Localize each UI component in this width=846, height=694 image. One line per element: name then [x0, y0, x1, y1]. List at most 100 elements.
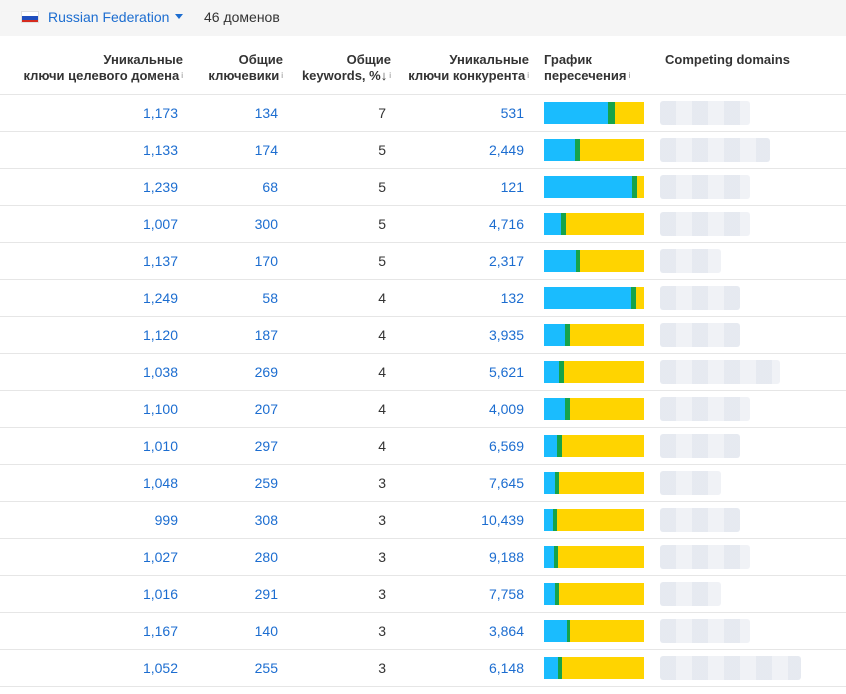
common-keywords-link[interactable]: 58 [262, 290, 278, 306]
competing-domain-blurred[interactable] [660, 138, 770, 162]
common-keywords-link[interactable]: 140 [254, 623, 278, 639]
competing-domain-blurred[interactable] [660, 101, 750, 125]
header-unique-competitor[interactable]: Уникальные ключи конкурента i [408, 52, 529, 84]
table-row[interactable]: 1,137 170 5 2,317 [0, 243, 846, 280]
competing-domain-blurred[interactable] [660, 545, 750, 569]
competing-domain-blurred[interactable] [660, 582, 721, 606]
unique-competitor-keywords-link[interactable]: 6,148 [488, 660, 524, 676]
table-row[interactable]: 1,038 269 4 5,621 [0, 354, 846, 391]
unique-target-keywords-link[interactable]: 1,249 [142, 290, 178, 306]
unique-competitor-keywords-link[interactable]: 531 [500, 105, 524, 121]
common-keywords-pct: 4 [378, 364, 386, 380]
unique-target-keywords-link[interactable]: 1,120 [142, 327, 178, 343]
table-row[interactable]: 1,010 297 4 6,569 [0, 428, 846, 465]
common-keywords-link[interactable]: 280 [254, 549, 278, 565]
table-row[interactable]: 1,007 300 5 4,716 [0, 206, 846, 243]
unique-competitor-keywords-link[interactable]: 7,758 [488, 586, 524, 602]
competing-domain-blurred[interactable] [660, 360, 780, 384]
overlap-bar-common-segment [575, 139, 580, 161]
unique-target-keywords-link[interactable]: 1,016 [142, 586, 178, 602]
common-keywords-link[interactable]: 269 [254, 364, 278, 380]
unique-target-keywords-link[interactable]: 1,027 [142, 549, 178, 565]
table-row[interactable]: 1,249 58 4 132 [0, 280, 846, 317]
competing-domain-blurred[interactable] [660, 397, 750, 421]
table-row[interactable]: 1,173 134 7 531 [0, 95, 846, 132]
unique-target-keywords-link[interactable]: 1,007 [142, 216, 178, 232]
info-icon[interactable]: i [389, 71, 391, 80]
unique-target-keywords-link[interactable]: 1,038 [142, 364, 178, 380]
common-keywords-pct: 3 [378, 660, 386, 676]
unique-competitor-keywords-link[interactable]: 3,935 [488, 327, 524, 343]
common-keywords-link[interactable]: 207 [254, 401, 278, 417]
unique-competitor-keywords-link[interactable]: 2,317 [488, 253, 524, 269]
table-row[interactable]: 1,100 207 4 4,009 [0, 391, 846, 428]
header-common-pct-line2: keywords, % [301, 68, 381, 83]
common-keywords-link[interactable]: 255 [254, 660, 278, 676]
competing-domain-blurred[interactable] [660, 434, 740, 458]
table-row[interactable]: 1,120 187 4 3,935 [0, 317, 846, 354]
unique-target-keywords-link[interactable]: 1,048 [142, 475, 178, 491]
common-keywords-link[interactable]: 297 [254, 438, 278, 454]
info-icon[interactable]: i [181, 71, 183, 80]
unique-target-keywords-link[interactable]: 1,052 [142, 660, 178, 676]
competing-domain-blurred[interactable] [660, 471, 721, 495]
common-keywords-link[interactable]: 174 [254, 142, 278, 158]
competing-domain-blurred[interactable] [660, 508, 740, 532]
unique-target-keywords-link[interactable]: 1,133 [142, 142, 178, 158]
unique-target-keywords-link[interactable]: 1,010 [142, 438, 178, 454]
header-common[interactable]: Общие ключевики i [208, 52, 283, 84]
common-keywords-link[interactable]: 187 [254, 327, 278, 343]
unique-competitor-keywords-link[interactable]: 4,009 [488, 401, 524, 417]
country-selector[interactable]: Russian Federation [48, 9, 170, 25]
header-common-pct[interactable]: Общие keywords, %↓ i [302, 52, 391, 84]
unique-target-keywords-link[interactable]: 1,167 [142, 623, 178, 639]
table-row[interactable]: 1,048 259 3 7,645 [0, 465, 846, 502]
competing-domain-blurred[interactable] [660, 323, 740, 347]
unique-competitor-keywords-link[interactable]: 7,645 [488, 475, 524, 491]
unique-target-keywords-link[interactable]: 1,137 [142, 253, 178, 269]
chevron-down-icon[interactable] [175, 14, 183, 19]
unique-competitor-keywords-link[interactable]: 2,449 [488, 142, 524, 158]
sort-desc-icon[interactable]: ↓ [380, 68, 388, 83]
table-row[interactable]: 1,027 280 3 9,188 [0, 539, 846, 576]
table-row[interactable]: 999 308 3 10,439 [0, 502, 846, 539]
unique-competitor-keywords-link[interactable]: 4,716 [488, 216, 524, 232]
competing-domain-blurred[interactable] [660, 286, 740, 310]
header-competing-domains[interactable]: Competing domains [665, 52, 790, 67]
table-row[interactable]: 1,052 255 3 6,148 [0, 650, 846, 687]
header-unique-competitor-line1: Уникальные [449, 52, 529, 67]
table-row[interactable]: 1,167 140 3 3,864 [0, 613, 846, 650]
table-row[interactable]: 1,133 174 5 2,449 [0, 132, 846, 169]
competing-domain-blurred[interactable] [660, 619, 750, 643]
unique-target-keywords-link[interactable]: 999 [154, 512, 178, 528]
common-keywords-link[interactable]: 291 [254, 586, 278, 602]
overlap-bar-target-segment [544, 435, 557, 457]
info-icon[interactable]: i [628, 71, 631, 80]
common-keywords-link[interactable]: 308 [254, 512, 278, 528]
unique-competitor-keywords-link[interactable]: 121 [500, 179, 524, 195]
common-keywords-link[interactable]: 134 [254, 105, 278, 121]
common-keywords-link[interactable]: 68 [262, 179, 278, 195]
unique-competitor-keywords-link[interactable]: 6,569 [488, 438, 524, 454]
unique-competitor-keywords-link[interactable]: 3,864 [488, 623, 524, 639]
unique-target-keywords-link[interactable]: 1,239 [142, 179, 178, 195]
unique-competitor-keywords-link[interactable]: 5,621 [488, 364, 524, 380]
unique-competitor-keywords-link[interactable]: 10,439 [481, 512, 524, 528]
table-row[interactable]: 1,239 68 5 121 [0, 169, 846, 206]
competing-domain-blurred[interactable] [660, 175, 750, 199]
header-overlap-chart[interactable]: График пересечения i [544, 52, 630, 84]
unique-target-keywords-link[interactable]: 1,173 [142, 105, 178, 121]
info-icon[interactable]: i [527, 71, 529, 80]
common-keywords-link[interactable]: 300 [254, 216, 278, 232]
common-keywords-link[interactable]: 170 [254, 253, 278, 269]
competing-domain-blurred[interactable] [660, 249, 721, 273]
table-row[interactable]: 1,016 291 3 7,758 [0, 576, 846, 613]
unique-competitor-keywords-link[interactable]: 132 [500, 290, 524, 306]
info-icon[interactable]: i [281, 71, 283, 80]
competing-domain-blurred[interactable] [660, 656, 801, 680]
common-keywords-link[interactable]: 259 [254, 475, 278, 491]
unique-target-keywords-link[interactable]: 1,100 [142, 401, 178, 417]
header-unique-target[interactable]: Уникальные ключи целевого домена i [23, 52, 183, 84]
unique-competitor-keywords-link[interactable]: 9,188 [488, 549, 524, 565]
competing-domain-blurred[interactable] [660, 212, 750, 236]
